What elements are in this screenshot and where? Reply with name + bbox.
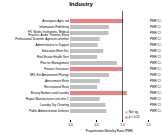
svg-text:p < 0.05: p < 0.05 [129, 115, 140, 119]
svg-text:PMR CI: PMR CI [150, 91, 161, 95]
svg-text:Professional Scientific Agenci: Professional Scientific Agencies whether [15, 37, 69, 41]
svg-text:PMR CI: PMR CI [150, 61, 161, 65]
svg-text:0.5: 0.5 [94, 123, 99, 127]
svg-text:PMR CI: PMR CI [150, 85, 161, 89]
svg-text:Aerospace Agric ind: Aerospace Agric ind [42, 19, 69, 23]
svg-text:PMR CI: PMR CI [150, 67, 161, 71]
svg-text:PMR CI: PMR CI [150, 55, 161, 59]
svg-text:Public Administration Defense: Public Administration Defense [29, 109, 69, 113]
svg-text:PMR CI: PMR CI [150, 109, 161, 113]
svg-text:PMR CI: PMR CI [150, 19, 161, 23]
svg-text:Amusement Restr: Amusement Restr [45, 79, 69, 83]
svg-text:Real Estate Health Serv: Real Estate Health Serv [37, 55, 70, 59]
svg-text:PMR CI: PMR CI [150, 37, 161, 41]
svg-text:PMR CI: PMR CI [150, 103, 161, 107]
svg-text:0.0: 0.0 [68, 123, 73, 127]
svg-text:Administrative to Support: Administrative to Support [35, 43, 69, 47]
svg-text:PMR CI: PMR CI [150, 31, 161, 35]
svg-text:1.0: 1.0 [120, 123, 125, 127]
svg-text:PMR CI: PMR CI [150, 97, 161, 101]
svg-text:Recreational Restr: Recreational Restr [44, 85, 69, 89]
svg-text:PMR CI: PMR CI [150, 43, 161, 47]
svg-text:Repair Manufacturers not else: Repair Manufacturers not else C [26, 97, 70, 101]
svg-text:Beauty Barbers and Laundry: Beauty Barbers and Laundry [31, 91, 70, 95]
svg-text:Finance Insurance: Finance Insurance [44, 67, 69, 71]
svg-text:1.5: 1.5 [146, 123, 151, 127]
svg-text:PMR CI: PMR CI [150, 79, 161, 83]
svg-text:Information Publishing: Information Publishing [39, 25, 69, 29]
svg-text:PMR CI: PMR CI [150, 73, 161, 77]
svg-text:Proportionate Mortality Ratio: Proportionate Mortality Ratio (PMR) [86, 129, 134, 133]
svg-text:NPL Ent Amusement Photogr: NPL Ent Amusement Photogr [30, 73, 69, 77]
svg-text:Plan for Management: Plan for Management [40, 61, 69, 65]
html-text:Industry: Industry [69, 1, 93, 7]
svg-text:Education Elem Sec: Education Elem Sec [42, 49, 70, 53]
svg-text:PMR CI: PMR CI [150, 25, 161, 29]
svg-text:PMR CI: PMR CI [150, 49, 161, 53]
svg-text:FS: Banks Institutions, Medica: FS: Banks Institutions, MedicalPractice,… [28, 30, 70, 37]
svg-text:Laundry Dry Cleaning: Laundry Dry Cleaning [40, 103, 69, 107]
svg-text:Not sig.: Not sig. [129, 110, 139, 114]
